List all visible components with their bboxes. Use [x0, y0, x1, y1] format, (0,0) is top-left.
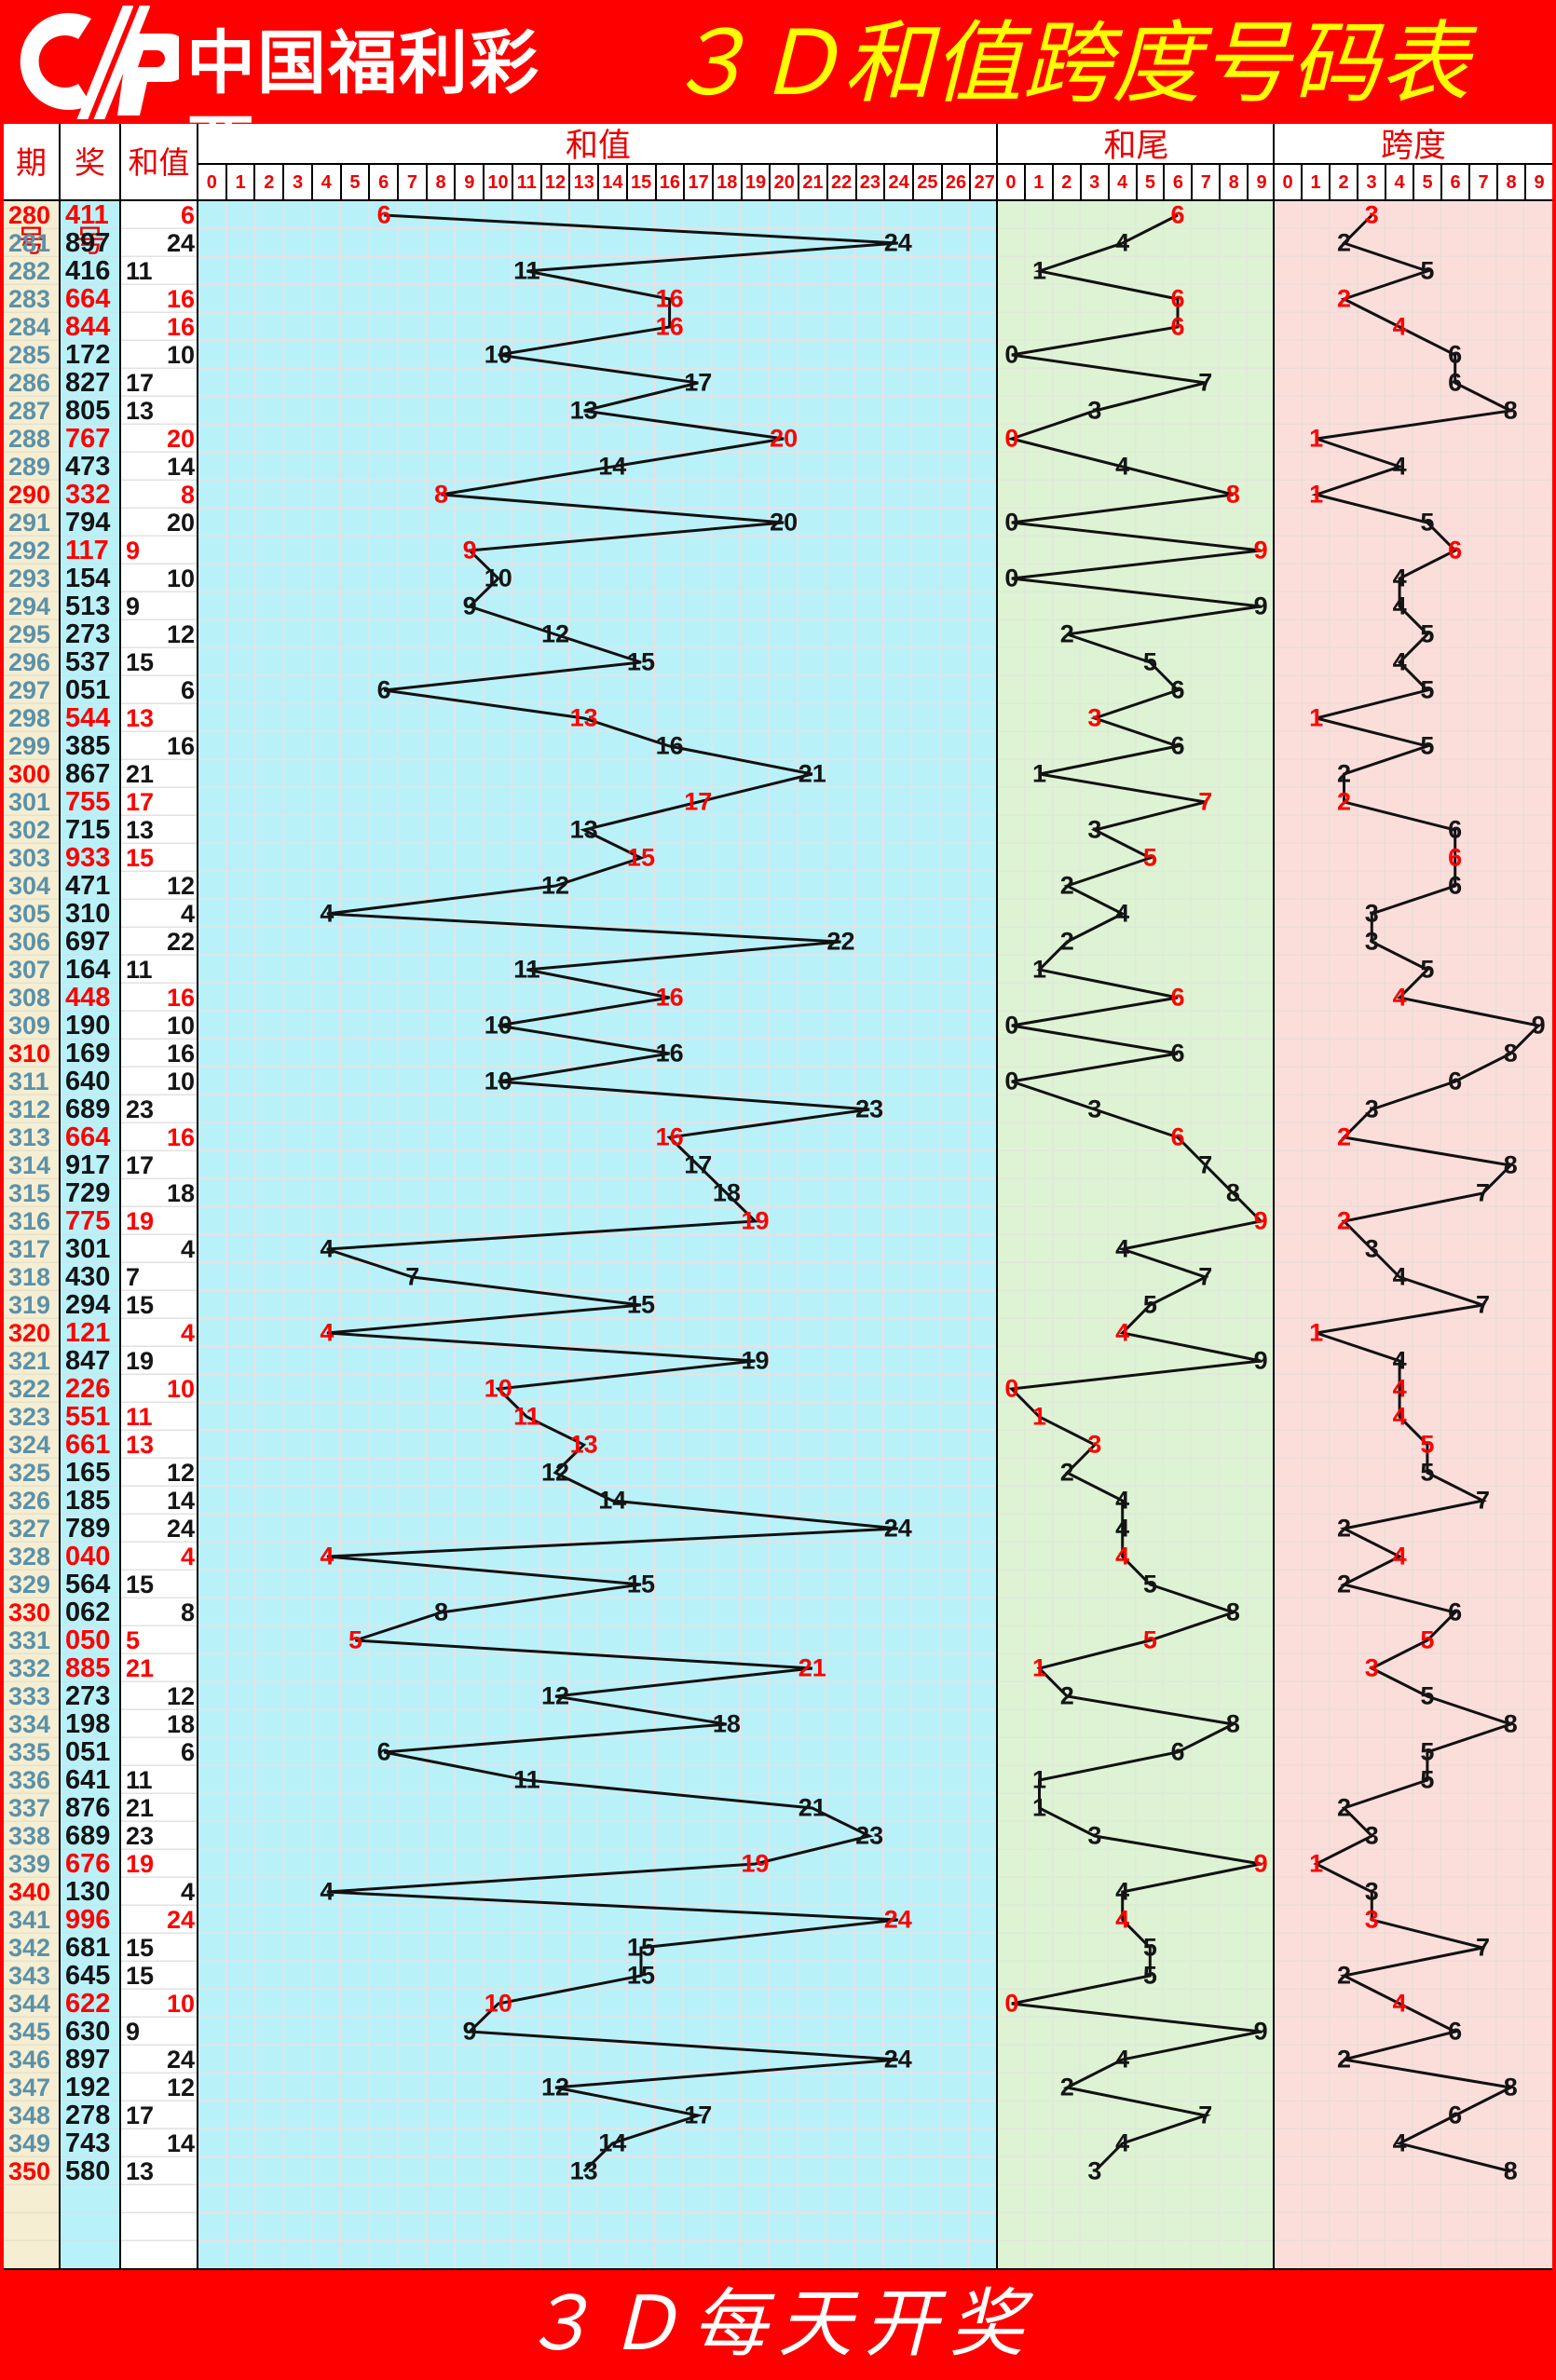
period-column-background: [4, 201, 59, 2269]
divider-tail-span: [1273, 124, 1275, 2269]
tail-axis-tick: 8: [1221, 165, 1249, 201]
sum-axis-tick: 21: [799, 165, 828, 201]
page-header: [0, 0, 1556, 124]
divider-sum-chart: [197, 124, 198, 2269]
sum-axis-tick: 24: [885, 165, 914, 201]
table-bottom-line: [4, 2268, 1552, 2270]
sum-axis-tick: 19: [743, 165, 771, 201]
sum-axis-tick: 13: [570, 165, 600, 201]
sum-axis-tick: 7: [399, 165, 428, 201]
span-axis-tick: 2: [1331, 165, 1358, 201]
number-column-background: [61, 201, 119, 2269]
tail-axis-tick: 0: [998, 165, 1026, 201]
footer-banner: ３Ｄ每天开奖: [0, 2270, 1556, 2380]
span-axis-tick: 1: [1303, 165, 1331, 201]
divider-number-sum: [119, 124, 121, 2269]
tail-axis-tick: 6: [1165, 165, 1194, 201]
right-border: [1552, 0, 1556, 2380]
sum-axis-tick: 8: [428, 165, 457, 201]
sum-axis-tick: 15: [628, 165, 657, 201]
sum-axis-tick: 27: [974, 172, 995, 193]
sum-axis-tick: 18: [714, 165, 743, 201]
sum-axis-tick: 12: [542, 165, 571, 201]
span-axis-tick: 4: [1386, 165, 1414, 201]
tail-axis-tick: 4: [1110, 165, 1138, 201]
axis-sum: 0 1 2 3 4 5 6 7 8 9 10 11 12 13 14 15 16 17 18 19 20 21 22 23 24…: [198, 163, 998, 201]
left-border: [0, 0, 4, 2380]
sum-axis-tick: 25: [914, 165, 943, 201]
tail-axis-tick: 2: [1054, 165, 1082, 201]
span-chart-background: [1275, 201, 1552, 2269]
span-axis-tick: 0: [1275, 165, 1303, 201]
col-header-period: 期号: [4, 124, 59, 259]
span-axis-tick: 9: [1534, 172, 1545, 193]
sum-axis-tick: 26: [943, 165, 972, 201]
cwl-logo-icon: [20, 6, 179, 119]
tail-axis-tick: 9: [1256, 172, 1267, 193]
col-header-number: 奖号: [61, 124, 119, 259]
tail-axis-tick: 3: [1082, 165, 1110, 201]
sum-column-background: [121, 201, 197, 2269]
span-axis-tick: 7: [1470, 165, 1498, 201]
section-title-sum: 和值: [565, 128, 631, 165]
col-header-sum: 和值: [121, 124, 197, 199]
divider-sum-tail: [996, 124, 998, 2269]
sum-axis-tick: 23: [857, 165, 886, 201]
sum-axis-tick: 20: [771, 165, 800, 201]
sum-axis-tick: 3: [284, 165, 313, 201]
tail-chart-background: [998, 201, 1275, 2269]
sum-axis-tick: 16: [657, 165, 686, 201]
sum-axis-tick: 5: [342, 165, 371, 201]
sum-chart-background: [198, 201, 998, 2269]
sum-axis-tick: 0: [198, 165, 227, 201]
tail-axis-tick: 1: [1026, 165, 1054, 201]
section-title-span: 跨度: [1380, 128, 1446, 165]
tail-axis-tick: 7: [1193, 165, 1222, 201]
section-title-tail: 和尾: [1103, 128, 1169, 165]
sum-axis-tick: 6: [370, 165, 400, 201]
sum-axis-tick: 14: [599, 165, 628, 201]
sum-axis-tick: 17: [685, 165, 714, 201]
sum-axis-tick: 22: [828, 165, 857, 201]
span-axis-tick: 8: [1498, 165, 1526, 201]
sum-axis-tick: 9: [456, 165, 485, 201]
sum-axis-tick: 11: [513, 165, 542, 201]
page-title: ３Ｄ和值跨度号码表: [664, 11, 1469, 116]
sum-axis-tick: 4: [313, 165, 342, 201]
span-axis-tick: 6: [1442, 165, 1470, 201]
brand-text: 中国福利彩票: [186, 24, 540, 187]
span-axis-tick: 3: [1358, 165, 1386, 201]
span-axis-tick: 5: [1414, 165, 1442, 201]
divider-period-number: [59, 124, 61, 2269]
sum-axis-tick: 1: [227, 165, 256, 201]
header-bottom-line: [4, 199, 1552, 201]
tail-axis-tick: 5: [1138, 165, 1166, 201]
sum-axis-tick: 2: [255, 165, 285, 201]
sum-axis-tick: 10: [485, 165, 513, 201]
footer-text: ３Ｄ每天开奖: [521, 2280, 1035, 2367]
